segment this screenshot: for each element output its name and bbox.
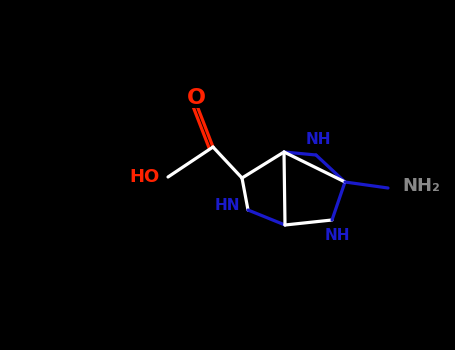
Text: O: O (187, 88, 206, 108)
Text: HN: HN (214, 198, 240, 214)
Text: HO: HO (130, 168, 160, 186)
Text: NH₂: NH₂ (402, 177, 440, 195)
Text: NH: NH (324, 228, 350, 243)
Text: NH: NH (305, 132, 331, 147)
